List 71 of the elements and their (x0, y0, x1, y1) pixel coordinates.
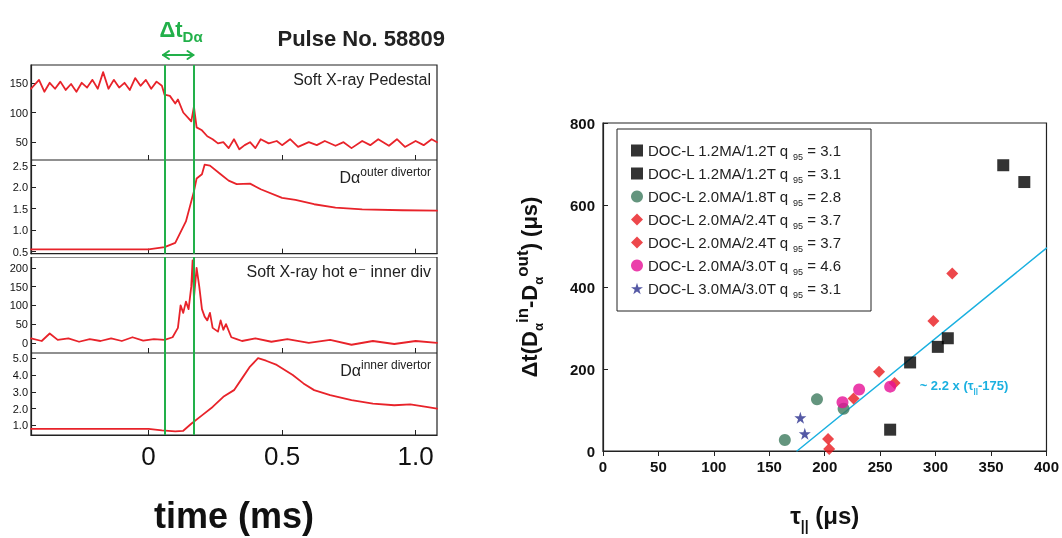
x-tick-label: 250 (867, 458, 893, 475)
x-tick-label: 400 (1033, 458, 1059, 475)
x-tick-label: 300 (923, 458, 949, 475)
y-tick-label: 100 (9, 299, 28, 312)
point (778, 433, 791, 446)
y-tick-label: 0 (21, 336, 28, 349)
y-tick-label: 800 (569, 114, 595, 132)
y-axis-title: Δt(Dαin-Dαout) (μs) (513, 196, 546, 378)
point (997, 159, 1010, 172)
y-tick-label: 150 (9, 76, 28, 89)
y-tick-label: 400 (569, 278, 595, 296)
point (823, 442, 836, 455)
line-series (30, 71, 438, 151)
line-series (30, 163, 438, 251)
x-tick-label: 0.5 (264, 441, 301, 471)
point (927, 315, 940, 328)
point (836, 396, 849, 409)
x-tick-label: 350 (978, 458, 1004, 475)
annotation: Soft X-ray hot e⁻ inner div (246, 262, 431, 280)
legend-label: DOC-L 2.0MA/2.4T q 95 = 3.7 (648, 211, 842, 231)
y-tick-label: 2.0 (12, 181, 28, 194)
x-tick-label: 150 (756, 458, 782, 475)
y-tick-label: 4.0 (12, 369, 28, 382)
x-axis-title: τ|| (μs) (790, 502, 860, 534)
y-tick-label: 200 (569, 360, 595, 378)
chart-title: Pulse No. 58809 (277, 25, 446, 51)
point (822, 433, 835, 446)
y-tick-label: 0.5 (12, 245, 28, 258)
point (847, 392, 860, 405)
y-tick-label: 3.0 (12, 385, 28, 398)
legend-label: DOC-L 2.0MA/1.8T q 95 = 2.8 (648, 188, 842, 208)
y-tick-label: 600 (569, 196, 595, 214)
legend-label: DOC-L 3.0MA/3.0T q 95 = 3.1 (648, 280, 842, 300)
point (884, 380, 897, 393)
x-tick-label: 50 (650, 458, 667, 475)
point (794, 411, 807, 424)
point (810, 393, 823, 406)
point (798, 427, 811, 440)
point (946, 267, 959, 280)
legend-label: DOC-L 1.2MA/1.2T q 95 = 3.1 (648, 165, 842, 185)
line-series (30, 357, 438, 433)
y-tick-label: 50 (15, 318, 28, 331)
y-tick-label: 1.0 (12, 224, 28, 237)
legend-label: DOC-L 2.0MA/2.4T q 95 = 3.7 (648, 234, 842, 254)
y-tick-label: 1.5 (12, 202, 28, 215)
y-tick-label: 150 (9, 280, 28, 293)
x-tick-label: 0 (598, 458, 608, 475)
x-tick-label: 1.0 (397, 441, 434, 471)
line-series (30, 259, 438, 346)
x-tick-label: 100 (701, 458, 727, 475)
y-tick-label: 2.0 (12, 402, 28, 415)
y-tick-label: 2.5 (12, 159, 28, 172)
legend-label: DOC-L 2.0MA/3.0T q 95 = 4.6 (648, 257, 842, 277)
x-axis-title: time (ms) (153, 494, 315, 536)
y-tick-label: 50 (15, 136, 28, 149)
point (931, 340, 944, 353)
x-tick-label: 200 (812, 458, 838, 475)
point (884, 423, 897, 436)
point (904, 356, 917, 369)
y-tick-label: 5.0 (12, 352, 28, 365)
point (1018, 176, 1031, 189)
annotation: ~ 2.2 x (τ||-175) (919, 377, 1009, 395)
y-tick-label: 100 (9, 106, 28, 119)
y-tick-label: 1.0 (12, 419, 28, 432)
y-tick-label: 200 (9, 261, 28, 274)
legend-label: DOC-L 1.2MA/1.2T q 95 = 3.1 (648, 142, 842, 162)
annotation: Soft X-ray Pedestal (293, 70, 431, 88)
x-tick-label: 0 (141, 441, 156, 471)
point (853, 383, 866, 396)
point (941, 332, 954, 345)
point (873, 365, 886, 378)
